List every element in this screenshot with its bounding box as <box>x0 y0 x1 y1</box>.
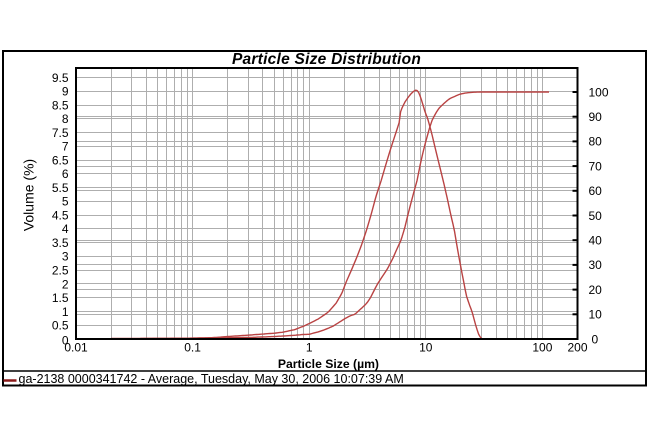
svg-text:4.5: 4.5 <box>52 209 69 223</box>
svg-text:5: 5 <box>62 195 69 209</box>
svg-text:20: 20 <box>589 283 603 297</box>
svg-text:4: 4 <box>62 222 69 236</box>
svg-text:6.5: 6.5 <box>52 153 69 167</box>
svg-text:30: 30 <box>589 258 603 272</box>
svg-text:0.1: 0.1 <box>184 341 201 355</box>
svg-text:80: 80 <box>589 135 603 149</box>
svg-text:0.5: 0.5 <box>52 319 69 333</box>
svg-text:60: 60 <box>589 184 603 198</box>
svg-text:Volume (%): Volume (%) <box>21 159 37 231</box>
svg-text:10: 10 <box>589 308 603 322</box>
svg-text:Particle Size Distribution: Particle Size Distribution <box>232 51 421 68</box>
svg-text:1: 1 <box>306 341 313 355</box>
svg-text:7: 7 <box>62 140 69 154</box>
svg-text:100: 100 <box>532 341 552 355</box>
svg-text:70: 70 <box>589 159 603 173</box>
svg-text:2: 2 <box>62 277 69 291</box>
svg-text:9: 9 <box>62 85 69 99</box>
svg-text:1: 1 <box>62 305 69 319</box>
svg-text:ga-2138 0000341742 - Average,: ga-2138 0000341742 - Average, Tuesday, M… <box>19 372 404 386</box>
svg-text:100: 100 <box>589 85 609 99</box>
svg-text:6: 6 <box>62 167 69 181</box>
svg-text:0.01: 0.01 <box>64 341 88 355</box>
svg-text:5.5: 5.5 <box>52 181 69 195</box>
svg-text:90: 90 <box>589 110 603 124</box>
svg-text:10: 10 <box>419 341 433 355</box>
svg-text:40: 40 <box>589 234 603 248</box>
svg-text:Particle Size (µm): Particle Size (µm) <box>278 357 379 371</box>
svg-text:0: 0 <box>62 334 69 348</box>
svg-text:50: 50 <box>589 209 603 223</box>
svg-text:2.5: 2.5 <box>52 264 69 278</box>
svg-text:0: 0 <box>592 332 599 346</box>
svg-text:7.5: 7.5 <box>52 126 69 140</box>
svg-text:9.5: 9.5 <box>52 71 69 85</box>
svg-text:200: 200 <box>567 341 587 355</box>
svg-text:8.5: 8.5 <box>52 98 69 112</box>
svg-text:3.5: 3.5 <box>52 236 69 250</box>
svg-text:3: 3 <box>62 250 69 264</box>
svg-text:8: 8 <box>62 112 69 126</box>
svg-text:1.5: 1.5 <box>52 291 69 305</box>
